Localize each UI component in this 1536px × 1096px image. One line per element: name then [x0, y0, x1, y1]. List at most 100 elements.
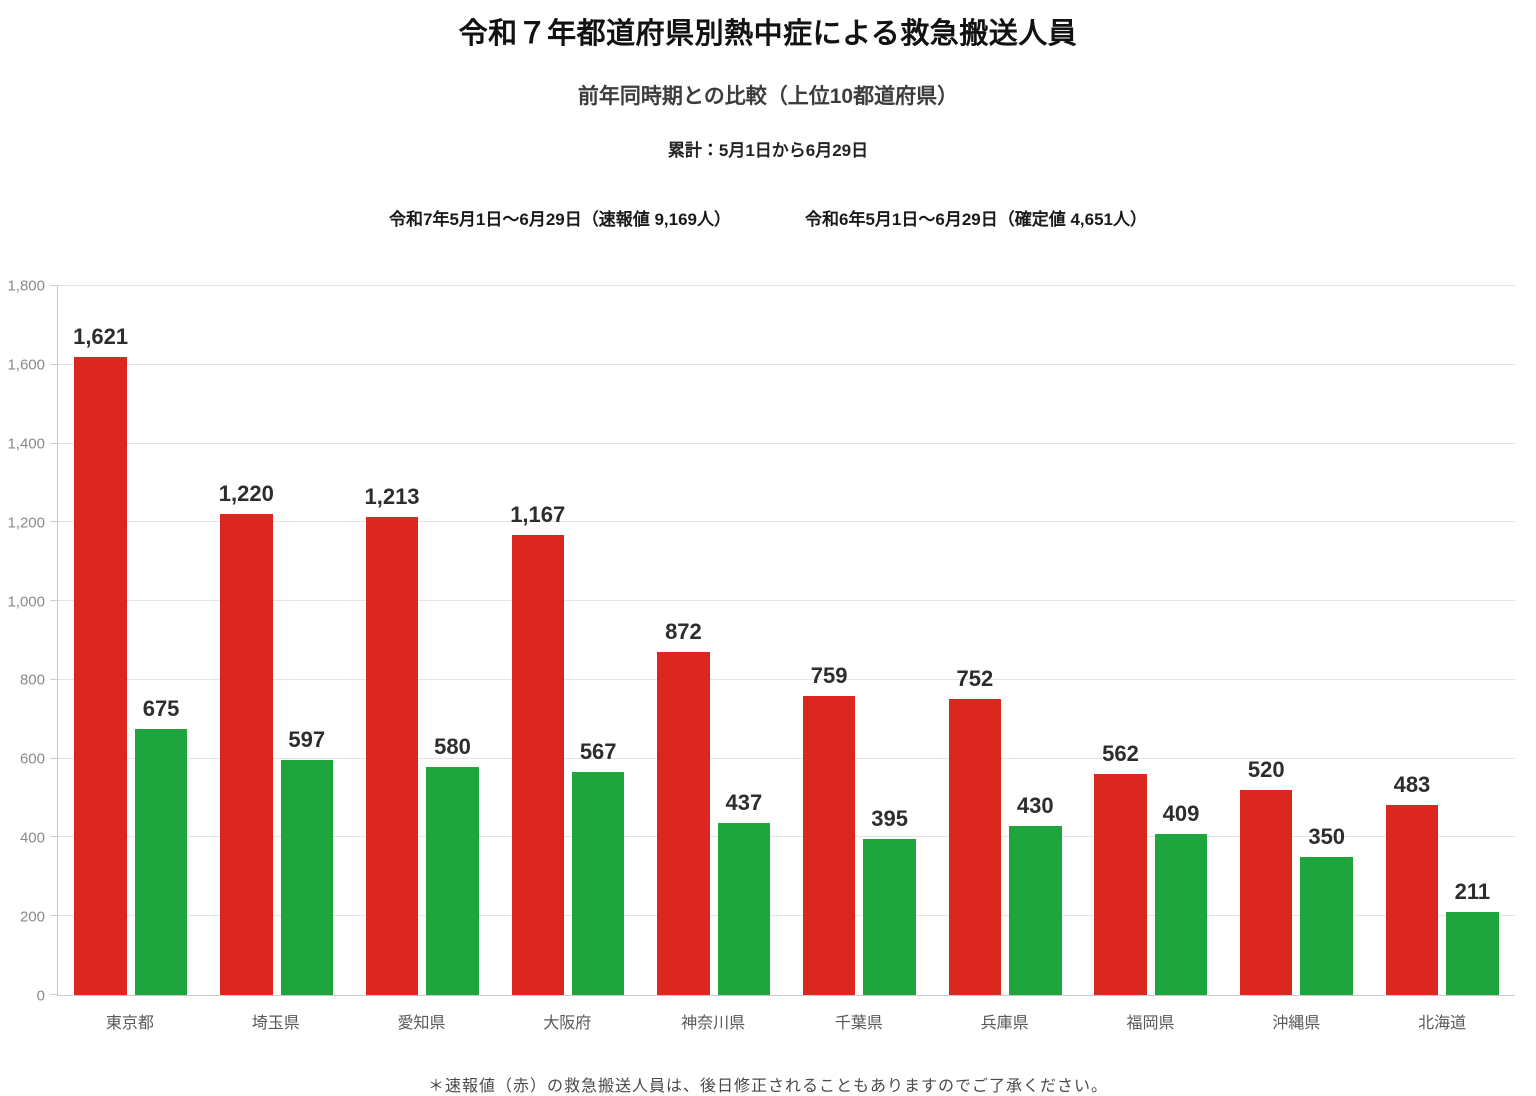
category-label: 東京都 [105, 1015, 154, 1032]
y-axis-tick [50, 521, 58, 523]
category-label: 埼玉県 [251, 1015, 300, 1032]
bar-value-label: 395 [871, 806, 908, 832]
gridline [58, 363, 1515, 365]
bar-value-label: 1,213 [364, 484, 420, 510]
y-axis-tick [50, 994, 58, 995]
y-axis-tick-label: 800 [19, 671, 45, 689]
bar-previous-year: 675 [134, 696, 188, 995]
page: 令和７年都道府県別熱中症による救急搬送人員 前年同時期との比較（上位10都道府県… [0, 18, 1536, 1095]
bar-value-label: 872 [665, 618, 702, 644]
gridline [58, 757, 1515, 759]
bar-value-label: 562 [1102, 740, 1139, 766]
bar-current-year: 759 [802, 663, 856, 995]
bar-previous-year: 395 [863, 806, 916, 995]
bar-group: 872 437 [641, 286, 787, 995]
bar-value-label: 567 [579, 738, 617, 764]
legend-current-year: 令和7年5月1日～6月29日（速報値 9,169人） [389, 210, 731, 229]
bar-previous-year: 211 [1446, 879, 1499, 995]
y-axis-tick-label: 0 [36, 987, 45, 1005]
bar-current-year: 1,167 [510, 502, 565, 995]
gridline [58, 600, 1515, 602]
bar-group: 1,167 567 [495, 286, 641, 995]
bar-value-label: 409 [1162, 800, 1200, 826]
bar-current-year: 1,220 [219, 481, 274, 995]
x-axis-labels: 東京都 埼玉県 愛知県 大阪府 神奈川県 千葉県 兵庫県 福岡県 沖縄県 北海道 [57, 1009, 1515, 1033]
bar-group: 752 430 [932, 286, 1078, 995]
bar-value-label: 1,220 [218, 481, 274, 507]
legend-previous-year: 令和6年5月1日～6月29日（確定値 4,651人） [805, 210, 1147, 229]
bar-previous-year: 597 [280, 727, 333, 995]
bar-value-label: 1,167 [510, 502, 566, 528]
category-label: 兵庫県 [980, 1015, 1029, 1032]
page-title: 令和７年都道府県別熱中症による救急搬送人員 [458, 18, 1078, 50]
gridline [58, 836, 1515, 838]
bar-previous-year: 567 [571, 739, 625, 995]
y-axis-tick-label: 1,000 [7, 593, 45, 611]
bar-group: 1,621 675 [58, 286, 204, 995]
y-axis-tick-label: 1,400 [7, 435, 45, 453]
bar-current-year: 483 [1385, 772, 1439, 995]
plot-area: 1,621 675 1,220 597 1,213 580 1,167 567 872 437 75… [50, 285, 1515, 996]
bar-group: 562 409 [1078, 286, 1224, 995]
bar-value-label: 350 [1308, 824, 1346, 850]
y-axis-tick-label: 1,800 [7, 277, 45, 295]
chart-subtitle: 前年同時期との比較（上位10都道府県） [577, 85, 959, 108]
bar-group: 1,213 580 [349, 286, 495, 995]
bar-value-label: 752 [956, 665, 994, 691]
gridline [58, 521, 1515, 523]
gridline [58, 285, 1515, 286]
gridlines [58, 285, 1515, 995]
gridline [58, 442, 1515, 444]
category-label: 北海道 [1418, 1015, 1467, 1032]
category-label: 大阪府 [543, 1015, 592, 1032]
bar-current-year: 520 [1240, 757, 1293, 995]
bar-previous-year: 430 [1009, 793, 1062, 995]
y-axis-tick [50, 836, 58, 838]
y-axis-tick [50, 600, 58, 602]
bar-value-label: 483 [1393, 771, 1431, 797]
bar-current-year: 1,621 [73, 324, 128, 995]
bar-value-label: 580 [434, 733, 471, 759]
gridline [58, 915, 1515, 917]
y-axis-tick-label: 600 [19, 750, 45, 768]
bar-group: 520 350 [1224, 286, 1370, 995]
y-axis-tick [50, 363, 58, 365]
y-axis-tick-label: 200 [19, 908, 45, 926]
category-label: 千葉県 [834, 1015, 883, 1032]
gridline [58, 678, 1515, 680]
bar-group: 1,220 597 [204, 286, 350, 995]
category-label: 神奈川県 [681, 1015, 746, 1032]
y-axis-tick [50, 678, 58, 680]
y-axis-tick [50, 915, 58, 917]
bar-previous-year: 409 [1154, 801, 1208, 995]
bar-value-label: 597 [288, 726, 326, 752]
bar-previous-year: 350 [1300, 824, 1353, 995]
bar-current-year: 1,213 [364, 484, 420, 995]
bar-previous-year: 580 [426, 734, 479, 995]
bar-value-label: 1,621 [73, 323, 129, 349]
bar-current-year: 562 [1094, 741, 1147, 995]
category-label: 愛知県 [397, 1015, 446, 1032]
category-label: 福岡県 [1126, 1015, 1175, 1032]
y-axis-tick [50, 285, 58, 286]
bar-value-label: 211 [1454, 878, 1491, 904]
y-axis-tick-label: 1,600 [7, 356, 45, 374]
bar-value-label: 437 [725, 789, 763, 815]
bar-chart: 0 200 400 600 800 1,000 1,200 1,400 1,600 1,800 1… [7, 278, 1515, 1032]
bar-current-year: 872 [657, 619, 710, 995]
y-axis: 0 200 400 600 800 1,000 1,200 1,400 1,600 1,800 [0, 278, 45, 1005]
bar-previous-year: 437 [717, 790, 771, 995]
y-axis-tick [50, 442, 58, 444]
bar-value-label: 520 [1247, 757, 1285, 783]
chart-legend: 令和7年5月1日～6月29日（速報値 9,169人） 令和6年5月1日～6月29… [0, 205, 1536, 230]
bar-current-year: 752 [948, 666, 1002, 995]
bar-value-label: 430 [1016, 792, 1054, 818]
chart-period-label: 累計：5月1日から6月29日 [667, 141, 869, 160]
category-label: 沖縄県 [1272, 1015, 1321, 1032]
y-axis-tick [50, 757, 58, 759]
bar-groups: 1,621 675 1,220 597 1,213 580 1,167 567 872 437 75… [58, 286, 1515, 995]
bar-value-label: 759 [810, 663, 848, 689]
bar-group: 483 211 [1369, 286, 1515, 995]
bar-group: 759 395 [787, 286, 933, 995]
footnote: ＊速報値（赤）の救急搬送人員は、後日修正されることもありますのでご了承ください。 [427, 1078, 1108, 1095]
